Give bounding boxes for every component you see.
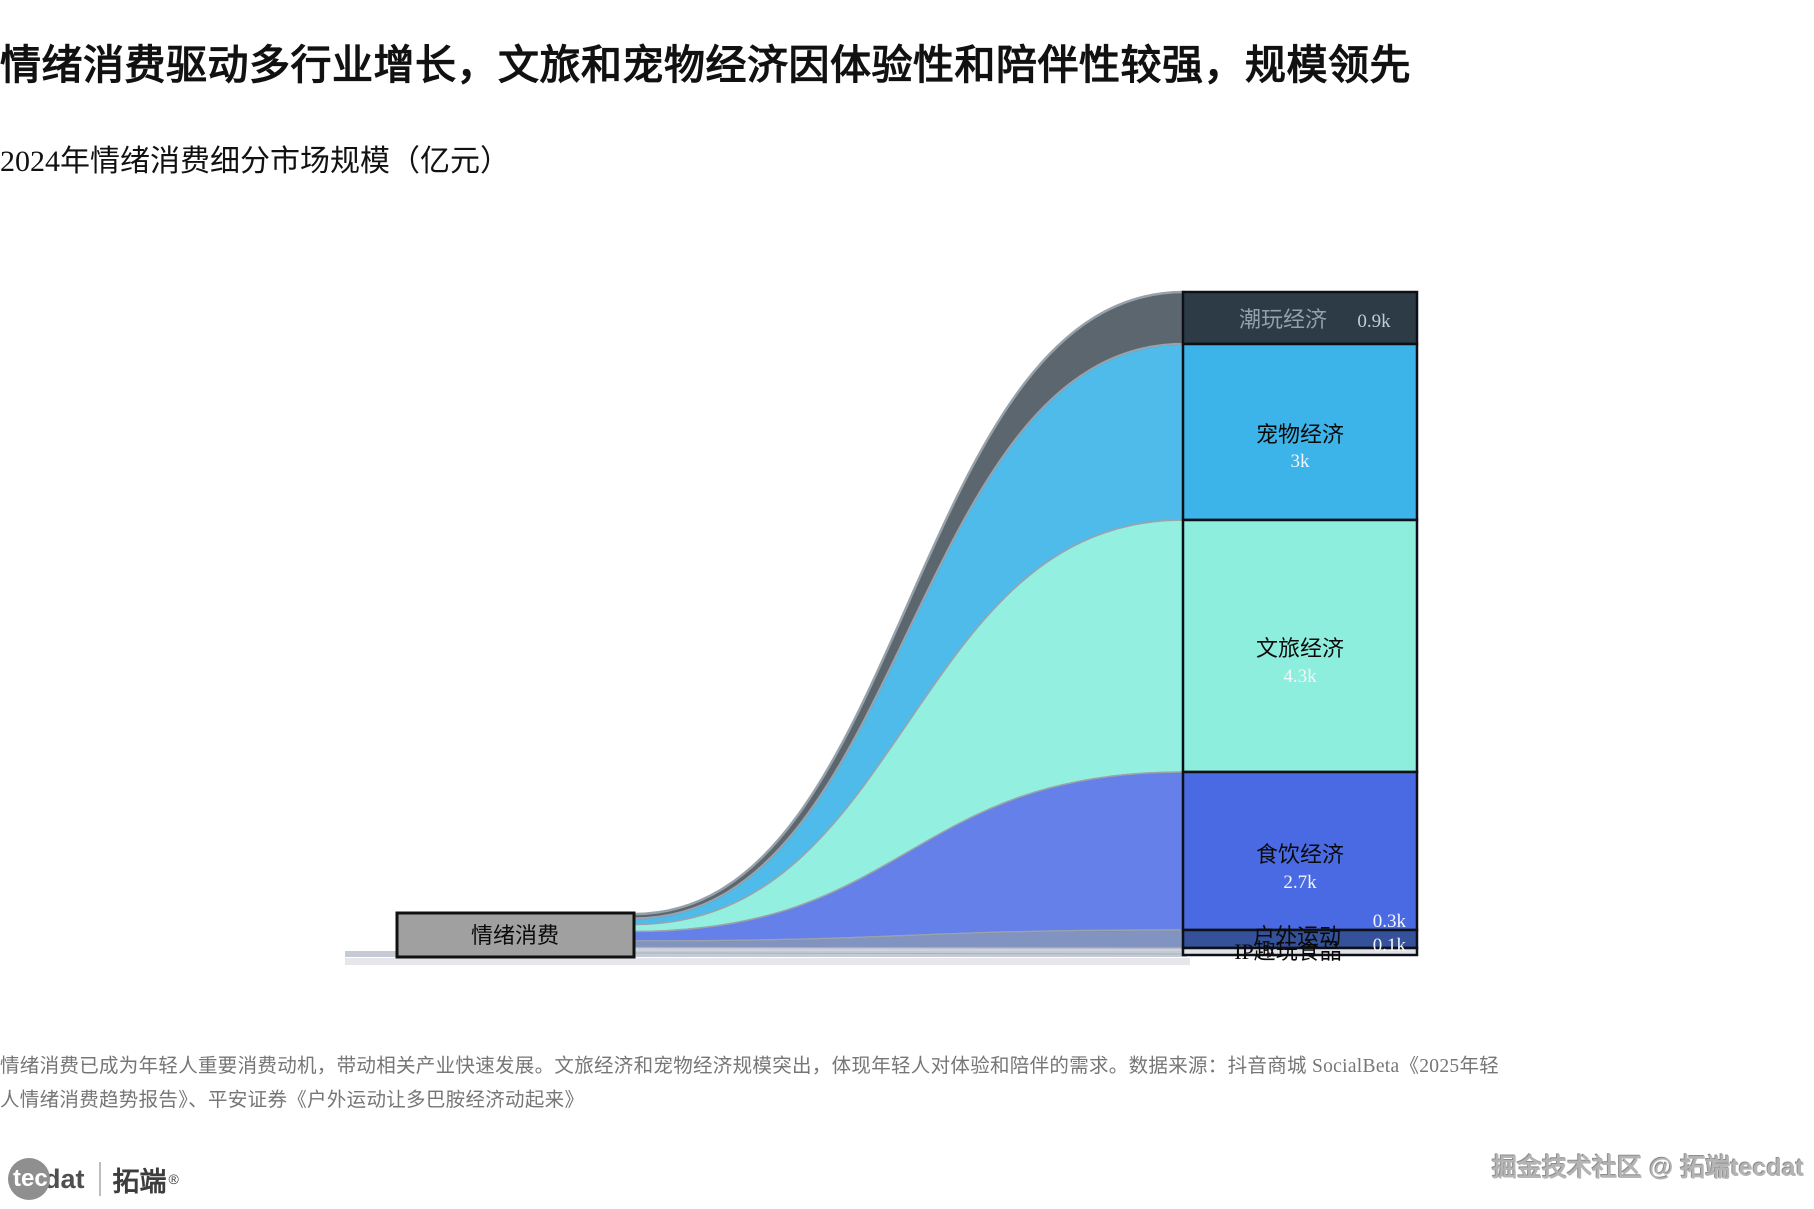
value-chaowan: 0.9k bbox=[1357, 311, 1391, 332]
ip-flow-extension bbox=[345, 951, 1187, 957]
value-huwai: 0.3k bbox=[1373, 911, 1407, 932]
node-ip bbox=[1181, 946, 1419, 957]
source-node: 情绪消费 bbox=[395, 911, 636, 959]
tecdat-logo: tec dat 拓端 ® bbox=[8, 1155, 179, 1203]
value-wenlv: 4.3k bbox=[1283, 666, 1317, 687]
value-shiyin: 2.7k bbox=[1283, 872, 1317, 893]
target-nodes bbox=[1181, 290, 1419, 957]
page-title: 情绪消费驱动多行业增长，文旅和宠物经济因体验性和陪伴性较强，规模领先 bbox=[0, 42, 1411, 88]
node-labels: 潮玩经济 0.9k 宠物经济 3k 文旅经济 4.3k 食饮经济 2.7k 0.… bbox=[1234, 307, 1406, 964]
chart-subtitle: 2024年情绪消费细分市场规模（亿元） bbox=[0, 145, 510, 178]
label-chaowan: 潮玩经济 bbox=[1239, 307, 1327, 332]
bottom-shadow-strip bbox=[345, 958, 1190, 965]
community-watermark: 掘金技术社区 @ 拓端tecdat bbox=[1492, 1154, 1804, 1182]
node-shiyin bbox=[1181, 770, 1419, 932]
value-chongwu: 3k bbox=[1291, 451, 1311, 472]
label-shiyin: 食饮经济 bbox=[1256, 842, 1344, 867]
label-huwai: 户外运动 bbox=[1253, 924, 1341, 949]
logo-divider bbox=[98, 1162, 101, 1196]
logo-text-tec: tec bbox=[13, 1165, 48, 1192]
source-node-label: 情绪消费 bbox=[471, 923, 559, 948]
node-chaowan bbox=[1181, 290, 1419, 346]
tecdat-logo-circle-icon: tec bbox=[8, 1158, 50, 1200]
footnote-text: 情绪消费已成为年轻人重要消费动机，带动相关产业快速发展。文旅经济和宠物经济规模突… bbox=[0, 1056, 1500, 1111]
logo-text-dat: dat bbox=[44, 1163, 85, 1194]
value-ip: 0.1k bbox=[1373, 935, 1407, 956]
flow-ip bbox=[633, 946, 1185, 955]
label-chongwu: 宠物经济 bbox=[1256, 422, 1344, 447]
sankey-flows bbox=[632, 290, 1186, 955]
label-wenlv: 文旅经济 bbox=[1256, 636, 1344, 661]
node-chongwu bbox=[1181, 342, 1419, 522]
label-ip: IP趣玩食品 bbox=[1234, 939, 1342, 964]
node-wenlv bbox=[1181, 518, 1419, 774]
logo-text-cn: 拓端 bbox=[112, 1166, 167, 1197]
logo-registered-mark: ® bbox=[168, 1171, 179, 1187]
